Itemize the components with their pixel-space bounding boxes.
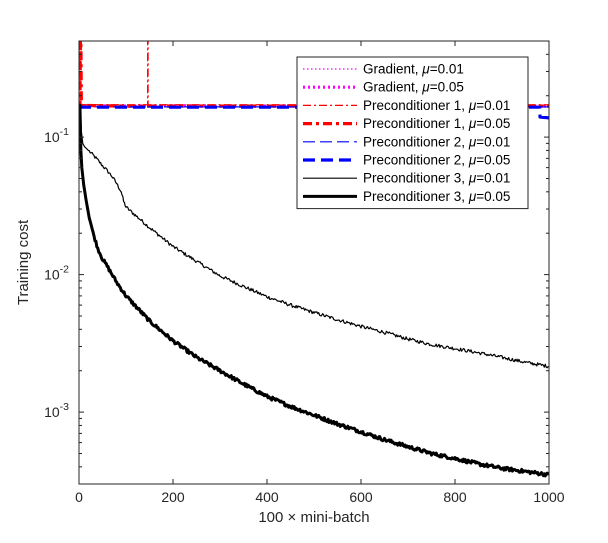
y-tick-label: 10-2 bbox=[44, 264, 69, 283]
x-tick-label: 600 bbox=[349, 489, 373, 505]
legend-entry-label: Gradient, μ=0.05 bbox=[363, 80, 464, 95]
legend-entry-label: Preconditioner 1, μ=0.01 bbox=[363, 98, 510, 113]
y-tick-label: 10-3 bbox=[44, 401, 69, 420]
x-tick-label: 1000 bbox=[533, 489, 564, 505]
legend-entry-label: Preconditioner 3, μ=0.01 bbox=[363, 171, 510, 186]
legend-box bbox=[296, 56, 529, 210]
legend-entry-label: Preconditioner 2, μ=0.05 bbox=[363, 153, 510, 168]
series-line-8 bbox=[79, 103, 549, 478]
series-line-7 bbox=[79, 104, 549, 369]
x-tick-label: 200 bbox=[161, 489, 185, 505]
ticks-layer: 0 200 400 600 800 1000 10-3 10-2 10-1 bbox=[44, 40, 565, 505]
x-axis-label: 100 × mini-batch bbox=[258, 509, 369, 526]
y-axis-label: Training cost bbox=[15, 219, 32, 305]
x-tick-label: 0 bbox=[75, 489, 83, 505]
legend-entry-label: Preconditioner 2, μ=0.01 bbox=[363, 134, 510, 149]
x-tick-label: 400 bbox=[255, 489, 279, 505]
legend: Gradient, μ=0.01 Gradient, μ=0.05 Precondi… bbox=[296, 56, 529, 210]
legend-entry-label: Gradient, μ=0.01 bbox=[363, 62, 464, 77]
plot-frame bbox=[78, 40, 550, 485]
legend-entry-label: Preconditioner 3, μ=0.05 bbox=[363, 189, 510, 204]
legend-entry-label: Preconditioner 1, μ=0.05 bbox=[363, 116, 510, 131]
y-tick-label: 10-1 bbox=[44, 126, 69, 145]
x-tick-label: 800 bbox=[443, 489, 467, 505]
